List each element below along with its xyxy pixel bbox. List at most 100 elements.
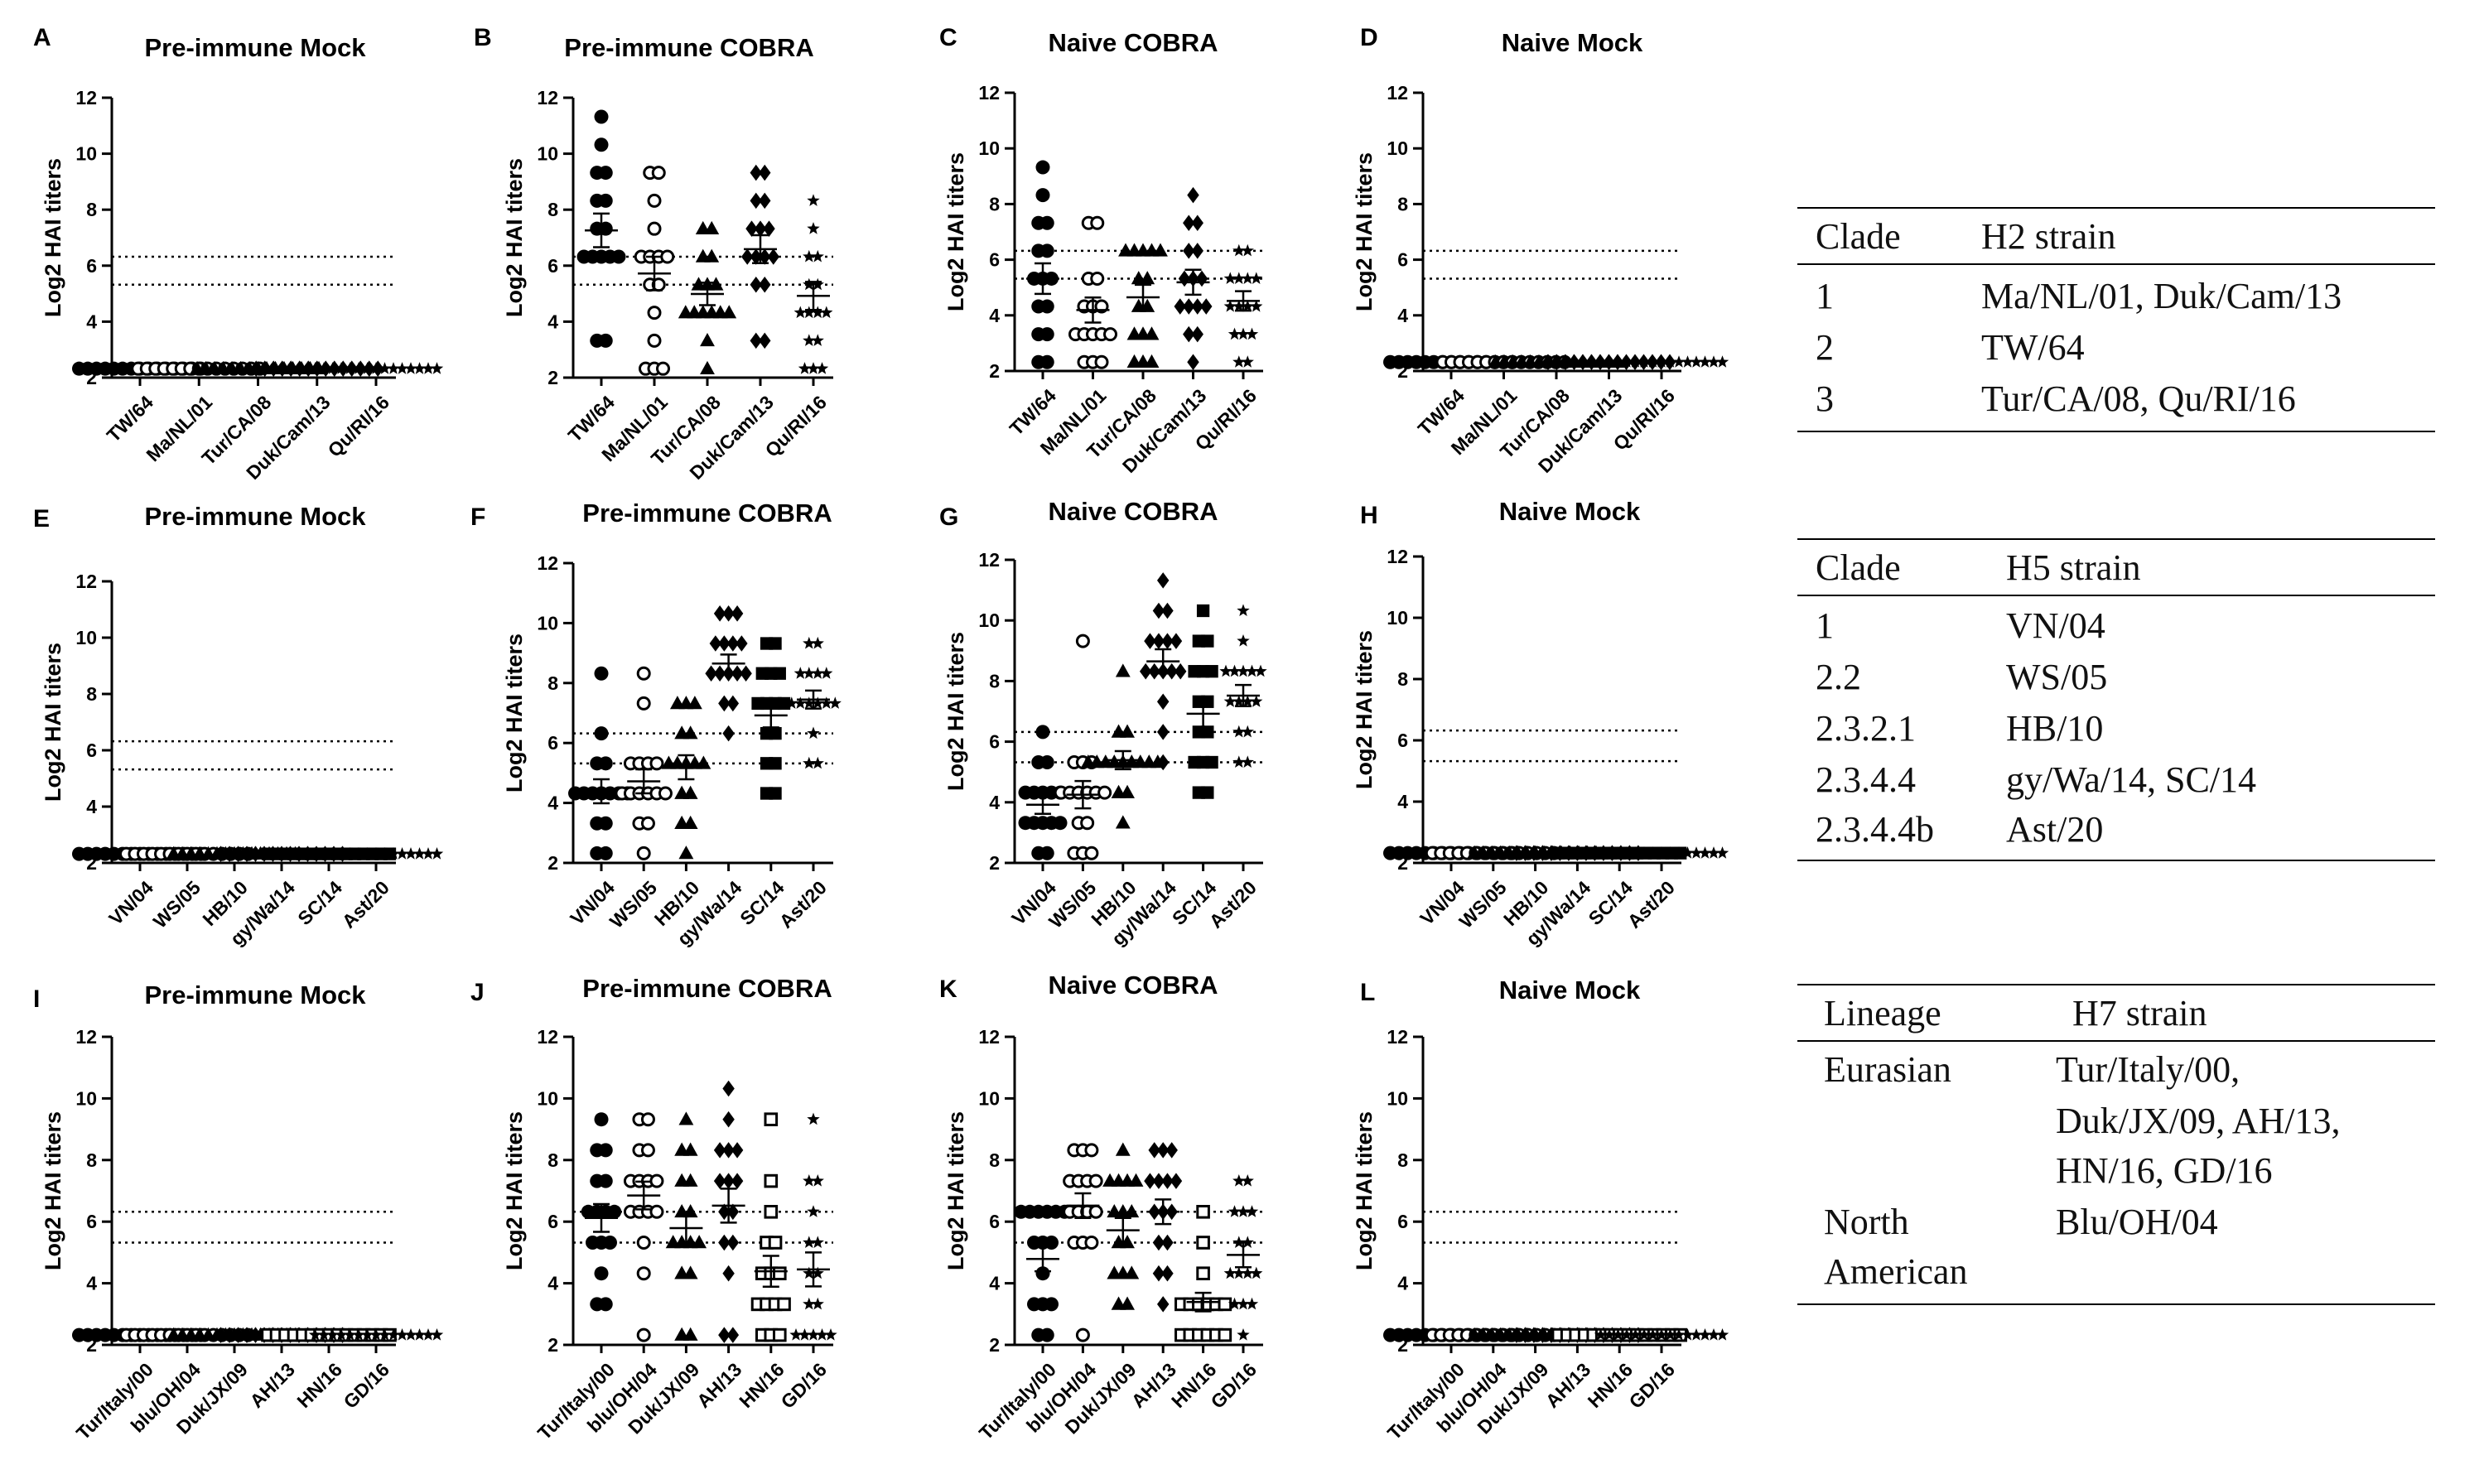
table-rule: [1797, 431, 2435, 432]
x-tick-label: HN/16: [292, 1359, 345, 1412]
circle-filled-point: [594, 137, 609, 152]
circle-open-point: [636, 696, 651, 711]
x-tick-label: SC/14: [293, 876, 346, 929]
star-point: [352, 847, 365, 860]
y-tick-label: 10: [537, 612, 558, 634]
y-axis-label: Log2 HAI titers: [1352, 630, 1377, 789]
square-filled-point: [769, 726, 782, 740]
star-point: [1707, 846, 1720, 859]
diamond-point: [1551, 354, 1563, 371]
triangle-point: [704, 220, 720, 234]
circle-open-point: [1090, 271, 1105, 286]
triangle-point: [682, 1265, 698, 1279]
star-point: [1219, 664, 1232, 677]
star-point: [1241, 355, 1254, 368]
panel-letter: J: [470, 979, 485, 1006]
star-point: [326, 362, 340, 374]
star-point: [378, 1328, 392, 1341]
y-tick-label: 8: [989, 1149, 1000, 1171]
star-point: [1672, 1328, 1686, 1341]
star-point: [422, 847, 435, 860]
diamond-point: [722, 1265, 735, 1282]
square-filled-point: [1201, 634, 1214, 648]
diamond-point: [745, 220, 758, 237]
circle-filled-point: [594, 666, 609, 681]
diamond-point: [722, 1111, 735, 1128]
table-header-clade: Clade: [1816, 547, 1901, 588]
star-point: [317, 847, 330, 860]
panel-j: J Pre-immune COBRA 2 4 6 8 10 12 Log2 HAI titers…: [470, 974, 837, 1444]
panel-letter: G: [939, 504, 958, 531]
star-point: [798, 362, 812, 374]
table-cell: 2: [1816, 327, 1834, 368]
diamond-point: [750, 332, 762, 349]
circle-open-point: [1090, 215, 1105, 230]
y-tick-label: 10: [978, 1087, 1000, 1109]
triangle-point: [682, 815, 698, 830]
star-point: [1241, 755, 1254, 768]
star-point: [395, 362, 409, 374]
x-tick-label: HN/16: [735, 1359, 788, 1412]
star-point: [1232, 243, 1246, 257]
diamond-point: [293, 360, 306, 377]
circle-open-point: [640, 1143, 655, 1158]
diamond-point: [223, 846, 236, 862]
circle-filled-point: [598, 333, 613, 348]
y-tick-label: 8: [547, 1149, 558, 1171]
h2-strain-table: Clade H2 strain 1 Ma/NL/01, Duk/Cam/13 2…: [1797, 207, 2435, 455]
diamond-point: [713, 1142, 726, 1159]
table-rule: [1797, 1040, 2435, 1042]
star-point: [1646, 355, 1660, 368]
star-point: [1223, 300, 1237, 312]
y-tick-label: 8: [86, 683, 97, 705]
triangle-point: [1140, 271, 1155, 285]
y-axis-label: Log2 HAI titers: [943, 632, 968, 791]
triangle-point: [704, 248, 720, 263]
x-tick-label: Ast/20: [1623, 877, 1679, 932]
star-point: [387, 1328, 400, 1341]
circle-filled-point: [1039, 243, 1054, 258]
y-tick-label: 12: [537, 1026, 558, 1048]
star-point: [1232, 272, 1246, 284]
panel-title: Pre-immune COBRA: [582, 974, 832, 1003]
panel-b: B Pre-immune COBRA 2 4 6 8 10 12 Log2 HAI titers…: [474, 24, 833, 484]
table-cell: Tur/CA/08, Qu/RI/16: [1981, 378, 2296, 419]
star-point: [1698, 846, 1712, 859]
star-point: [1245, 664, 1259, 677]
table-cell: 1: [1816, 276, 1834, 316]
triangle-point: [1115, 1142, 1131, 1156]
star-point: [1228, 1205, 1242, 1217]
star-point: [1628, 355, 1642, 368]
circle-filled-point: [1039, 846, 1054, 860]
circle-filled-point: [598, 193, 613, 208]
circle-filled-point: [598, 756, 613, 771]
diamond-point: [240, 1327, 253, 1343]
circle-open-point: [1084, 1143, 1099, 1158]
diamond-point: [722, 725, 735, 742]
star-point: [811, 1236, 824, 1248]
triangle-point: [1120, 1296, 1135, 1310]
diamond-point: [1161, 602, 1174, 619]
square-open-point: [1196, 1236, 1210, 1250]
table-cell: North: [1824, 1202, 1909, 1242]
diamond-point: [759, 332, 771, 349]
star-point: [1237, 634, 1250, 647]
star-point: [360, 847, 374, 860]
y-tick-label: 6: [547, 255, 558, 277]
panel-title: Pre-immune Mock: [144, 980, 366, 1009]
panel-letter: H: [1360, 502, 1378, 529]
diamond-point: [1165, 1142, 1178, 1159]
diamond-point: [759, 164, 771, 181]
y-tick-label: 10: [978, 137, 1000, 159]
star-point: [352, 362, 365, 374]
table-cell: American: [1824, 1251, 1968, 1292]
star-point: [1241, 1174, 1254, 1187]
diamond-point: [249, 846, 262, 862]
circle-open-point: [636, 1266, 651, 1281]
triangle-point: [687, 696, 702, 710]
diamond-point: [722, 1173, 735, 1189]
